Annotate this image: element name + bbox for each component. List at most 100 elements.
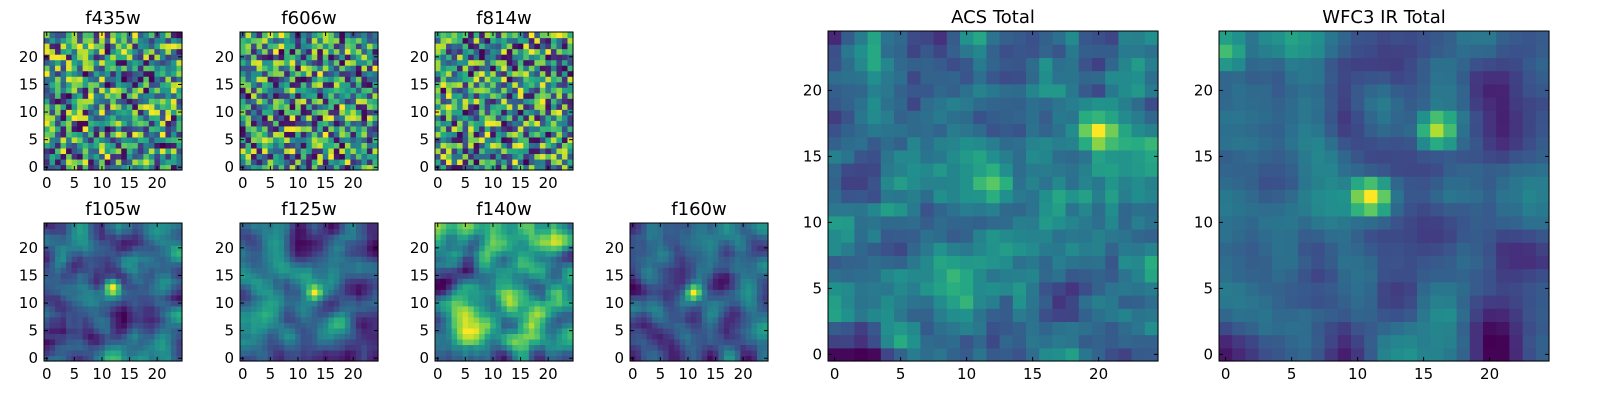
heatmap-cell: [339, 250, 346, 257]
heatmap-cell: [99, 92, 106, 99]
x-tick-label: 10: [678, 365, 697, 383]
heatmap-cell: [539, 81, 546, 88]
heatmap-cell: [539, 305, 546, 312]
heatmap-cell: [986, 347, 1001, 362]
heatmap-cell: [479, 289, 486, 296]
heatmap-cell: [300, 43, 307, 50]
heatmap-cell: [641, 300, 648, 307]
heatmap-cell: [148, 164, 155, 171]
heatmap-cell: [366, 289, 374, 296]
heatmap-cell: [468, 92, 475, 99]
heatmap-cell: [143, 250, 150, 257]
heatmap-cell: [986, 281, 1001, 296]
heatmap-cell: [506, 289, 513, 296]
heatmap-cell: [696, 311, 703, 318]
heatmap-cell: [295, 48, 302, 55]
heatmap-cell: [148, 136, 155, 143]
heatmap-cell: [894, 163, 908, 177]
heatmap-cell: [93, 76, 100, 83]
heatmap-cell: [278, 355, 285, 362]
heatmap-cell: [484, 338, 491, 346]
heatmap-cell: [333, 43, 340, 50]
heatmap-cell: [256, 228, 263, 235]
heatmap-cell: [567, 98, 574, 105]
heatmap-cell: [93, 147, 100, 155]
heatmap-cell: [435, 234, 442, 241]
heatmap-cell: [366, 136, 374, 143]
heatmap-cell: [176, 87, 183, 94]
heatmap-cell: [55, 120, 62, 127]
heatmap-cell: [165, 70, 172, 77]
heatmap-cell: [534, 322, 541, 329]
heatmap-cell: [550, 37, 558, 44]
heatmap-cell: [350, 87, 357, 94]
heatmap-cell: [372, 65, 379, 72]
heatmap-cell: [317, 164, 324, 171]
heatmap-cell: [137, 261, 144, 268]
heatmap-cell: [451, 114, 458, 121]
heatmap-cell: [148, 344, 155, 351]
heatmap-cell: [999, 255, 1014, 270]
heatmap-cell: [71, 256, 78, 263]
heatmap-cell: [99, 327, 106, 334]
heatmap-cell: [55, 37, 62, 44]
heatmap-cell: [657, 272, 664, 279]
heatmap-cell: [685, 234, 692, 241]
heatmap-cell: [462, 65, 469, 72]
heatmap-cell: [165, 250, 172, 257]
heatmap-cell: [484, 109, 491, 116]
heatmap-cell: [1052, 255, 1067, 270]
heatmap-cell: [289, 355, 296, 362]
heatmap-cell: [495, 37, 502, 44]
axes-frame: [434, 222, 574, 362]
heatmap-cell: [679, 239, 686, 246]
heatmap-cell: [561, 333, 569, 340]
heatmap-cell: [679, 305, 686, 312]
heatmap-cell: [641, 256, 648, 263]
heatmap-cell: [88, 278, 95, 285]
heatmap-cell: [132, 65, 139, 72]
heatmap-cell: [344, 338, 351, 346]
heatmap-cell: [946, 149, 961, 164]
heatmap-cell: [126, 322, 133, 329]
heatmap-cell: [539, 228, 546, 235]
heatmap-cell: [333, 349, 340, 357]
heatmap-cell: [55, 147, 62, 155]
heatmap-cell: [104, 136, 111, 143]
heatmap-cell: [300, 223, 307, 230]
heatmap-cell: [44, 92, 51, 99]
heatmap-cell: [556, 311, 563, 318]
heatmap-cell: [440, 109, 447, 116]
heatmap-cell: [556, 48, 563, 55]
heatmap-cell: [132, 289, 139, 296]
heatmap-cell: [104, 289, 111, 296]
heatmap-cell: [635, 289, 642, 296]
heatmap-cell: [484, 48, 491, 55]
heatmap-cell: [93, 283, 100, 290]
heatmap-cell: [278, 294, 285, 301]
heatmap-cell: [159, 81, 167, 88]
heatmap-cell: [473, 261, 480, 268]
heatmap-cell: [451, 158, 458, 166]
heatmap-cell: [88, 300, 95, 307]
heatmap-cell: [484, 131, 491, 138]
heatmap-cell: [484, 142, 491, 149]
heatmap-cell: [561, 322, 569, 329]
heatmap-cell: [99, 158, 106, 166]
heatmap-cell: [446, 228, 453, 235]
heatmap-cell: [60, 158, 67, 166]
heatmap-cell: [479, 54, 486, 61]
heatmap-cell: [60, 311, 67, 318]
heatmap-cell: [657, 267, 664, 274]
heatmap-cell: [556, 120, 563, 127]
heatmap-cell: [306, 333, 313, 340]
heatmap-cell: [745, 349, 753, 357]
heatmap-cell: [723, 289, 730, 296]
heatmap-cell: [1078, 242, 1093, 256]
heatmap-cell: [561, 278, 569, 285]
heatmap-cell: [556, 142, 563, 149]
heatmap-cell: [1012, 229, 1027, 243]
heatmap-cell: [446, 305, 453, 312]
heatmap-cell: [556, 147, 563, 155]
heatmap-cell: [523, 327, 530, 334]
